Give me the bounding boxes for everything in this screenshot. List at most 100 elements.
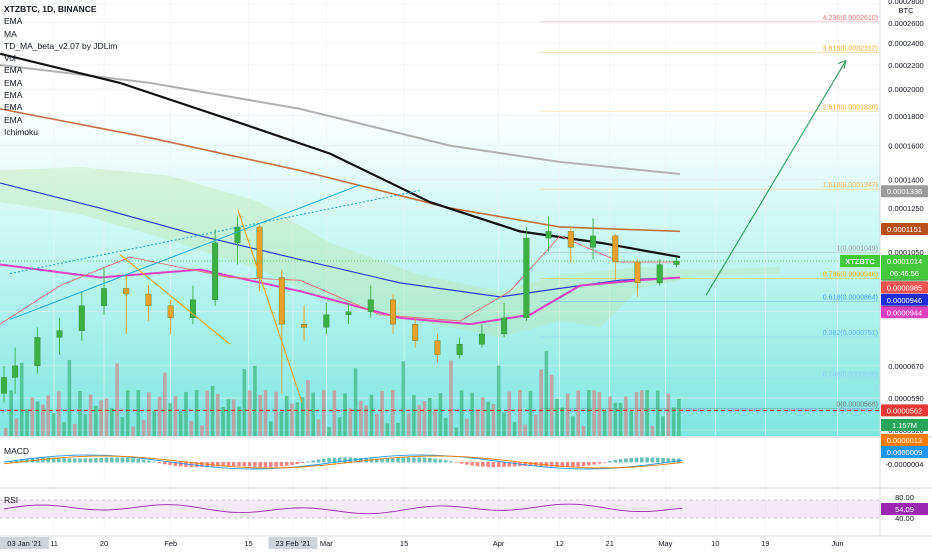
- candle-body[interactable]: [123, 288, 130, 295]
- legend-indicator[interactable]: MA: [4, 28, 17, 39]
- volume-bar: [613, 402, 618, 436]
- price-badge[interactable]: [881, 293, 928, 306]
- legend-indicator[interactable]: EMA: [4, 16, 23, 27]
- candle-body[interactable]: [590, 235, 596, 248]
- candle-body[interactable]: [345, 311, 352, 315]
- legend-indicator[interactable]: EMA: [4, 65, 23, 76]
- price-badge-label: 0.0000562: [887, 406, 922, 415]
- volume-bar: [184, 391, 188, 436]
- time-axis-tick: Jun: [832, 539, 844, 548]
- candle-body[interactable]: [612, 235, 619, 263]
- price-axis-tick: 0.0001800: [888, 112, 923, 121]
- volume-bar: [597, 392, 602, 436]
- candle-body[interactable]: [167, 305, 174, 319]
- candle-body[interactable]: [390, 299, 396, 325]
- candle-body[interactable]: [301, 324, 308, 328]
- candle-body[interactable]: [434, 340, 441, 355]
- candle-body[interactable]: [234, 226, 241, 243]
- macd-histogram-bar: [120, 457, 125, 463]
- volume-bar: [449, 360, 453, 436]
- macd-badge[interactable]: [881, 434, 928, 446]
- candle-body[interactable]: [501, 317, 508, 335]
- candle-body[interactable]: [145, 293, 152, 306]
- volume-bar: [406, 413, 411, 436]
- candle-body[interactable]: [1, 377, 7, 394]
- macd-histogram-bar: [25, 458, 29, 463]
- macd-histogram-bar: [62, 458, 66, 463]
- candle-body[interactable]: [78, 305, 85, 331]
- legend-indicator[interactable]: EMA: [4, 102, 23, 113]
- macd-pane-label[interactable]: MACD: [4, 446, 30, 456]
- current-price-badge[interactable]: [881, 255, 928, 280]
- candle-body[interactable]: [56, 330, 63, 338]
- candle-body[interactable]: [12, 365, 19, 378]
- candle-body[interactable]: [656, 264, 663, 284]
- candle-body[interactable]: [34, 337, 41, 367]
- price-badge[interactable]: [881, 185, 928, 198]
- volume-bar: [544, 351, 549, 436]
- volume-bar: [624, 396, 628, 436]
- candle-body[interactable]: [212, 242, 219, 300]
- macd-histogram-bar: [396, 458, 400, 463]
- candle-body[interactable]: [367, 299, 374, 312]
- legend-indicator[interactable]: EMA: [4, 90, 23, 101]
- legend-indicator[interactable]: TD_MA_beta_v2.07 by JDLim: [4, 40, 118, 51]
- legend-indicator[interactable]: EMA: [4, 77, 23, 88]
- macd-histogram-bar: [380, 458, 384, 463]
- candle-body[interactable]: [456, 344, 463, 355]
- macd-badge[interactable]: [881, 458, 928, 470]
- macd-histogram-bar: [624, 458, 628, 463]
- candle-body[interactable]: [567, 231, 574, 248]
- rsi-value-badge[interactable]: [881, 503, 928, 515]
- macd-histogram-bar: [602, 462, 607, 463]
- fib-level-label: 1.618(0.0001347): [823, 182, 878, 189]
- macd-histogram-bar: [306, 461, 310, 463]
- candle-body[interactable]: [673, 260, 680, 265]
- current-symbol-badge[interactable]: [840, 255, 880, 268]
- macd-histogram-bar: [581, 462, 586, 467]
- price-badge[interactable]: [881, 404, 928, 417]
- volume-bar: [459, 390, 464, 436]
- price-badge-label: 0.0000985: [887, 283, 922, 292]
- candle-body[interactable]: [478, 333, 485, 345]
- macd-badge[interactable]: [881, 446, 928, 458]
- volume-bar: [269, 421, 273, 436]
- candle-body[interactable]: [412, 324, 419, 341]
- rsi-pane-label[interactable]: RSI: [4, 495, 19, 505]
- macd-histogram-bar: [592, 462, 596, 465]
- candle-body[interactable]: [101, 288, 107, 306]
- candle-body[interactable]: [523, 237, 530, 319]
- time-axis-box[interactable]: [0, 537, 49, 549]
- legend-symbol[interactable]: XTZBTC, 1D, BINANCE: [4, 4, 97, 14]
- macd-histogram-bar: [576, 462, 580, 467]
- candle-body[interactable]: [634, 261, 641, 284]
- macd-histogram-bar: [422, 457, 427, 463]
- price-badge[interactable]: [881, 281, 928, 294]
- legend-indicator[interactable]: Ichimoku: [4, 126, 39, 137]
- legend-indicator[interactable]: EMA: [4, 114, 23, 125]
- price-axis-unit: BTC: [899, 6, 915, 15]
- candle-body[interactable]: [278, 277, 285, 325]
- legend-indicator[interactable]: Vol: [4, 53, 16, 64]
- macd-histogram-bar: [67, 458, 72, 463]
- candle-body[interactable]: [323, 314, 330, 328]
- volume-badge[interactable]: [881, 419, 928, 431]
- macd-signal-line: [3, 455, 683, 469]
- candle-body[interactable]: [256, 226, 263, 278]
- candle-body[interactable]: [545, 231, 552, 239]
- volume-bar: [258, 394, 262, 436]
- chart-background: [0, 0, 880, 436]
- price-axis-tick: 0.0002000: [888, 85, 923, 94]
- price-badge[interactable]: [881, 222, 928, 235]
- macd-histogram-bar: [549, 462, 554, 467]
- volume-bar: [576, 390, 580, 436]
- candle-body[interactable]: [189, 299, 196, 319]
- volume-bar: [534, 414, 538, 436]
- volume-bar: [322, 390, 326, 436]
- price-badge[interactable]: [881, 306, 928, 319]
- volume-bar: [189, 420, 194, 436]
- time-axis-box[interactable]: [268, 537, 318, 549]
- volume-bar: [364, 405, 368, 436]
